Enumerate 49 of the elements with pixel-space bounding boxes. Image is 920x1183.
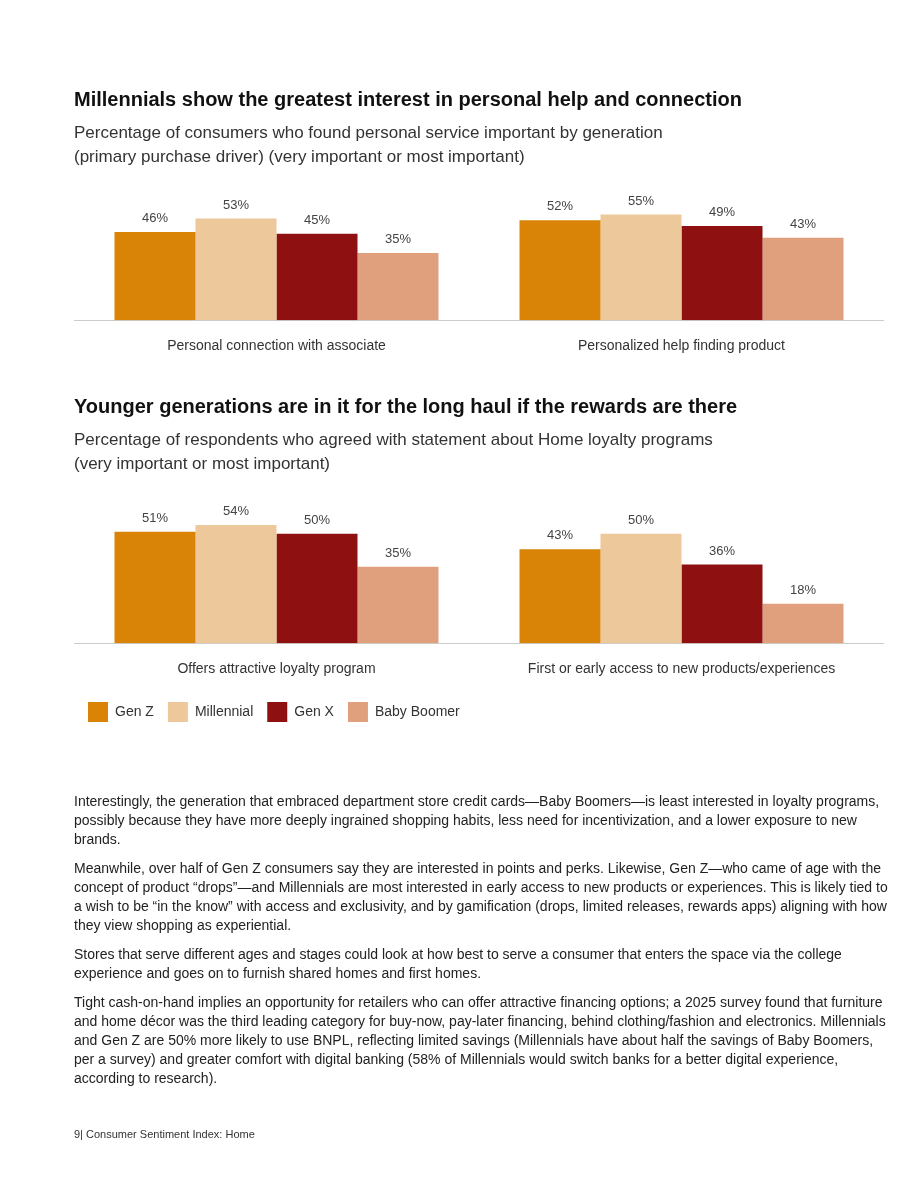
- data-label: 52%: [546, 198, 574, 214]
- data-label: 18%: [789, 581, 817, 597]
- bar: [600, 533, 682, 644]
- text: Meanwhile, over half of Gen Z consumers say they are interested in points and perks. Likewise, Gen Z—who came of age with the concept of product “drops”—and Millennials are most interested in early access to new products or experiences. This is likely tied to a wish to be “in the know” with access and exclusivity, and by gamification (drops, limited releases, rewards apps) aligning with how they view shopping as experiential.: [74, 859, 889, 935]
- legend-label: Gen X: [294, 702, 335, 719]
- data-label: 46%: [141, 209, 169, 225]
- x-tick-label: Personalized help finding product: [577, 337, 786, 354]
- data-label: 36%: [708, 542, 736, 558]
- x-tick-label: First or early access to new products/experiences: [527, 660, 836, 677]
- bar: [357, 253, 439, 321]
- x-tick-label: Personal connection with associate: [167, 337, 387, 354]
- legend-label: Baby Boomer: [374, 702, 461, 719]
- data-label: 43%: [789, 215, 817, 231]
- bar: [195, 525, 277, 644]
- bar: [276, 233, 358, 321]
- x-tick-label: Offers attractive loyalty program: [177, 660, 376, 677]
- bar: [114, 231, 196, 321]
- bar: [762, 603, 844, 644]
- bar: [600, 214, 682, 321]
- chart-subtitle: Percentage of respondents who agreed with statement about Home loyalty programs (very important or most important): [74, 429, 714, 475]
- data-label: 50%: [627, 511, 655, 527]
- bar: [519, 549, 601, 644]
- bar: [195, 218, 277, 321]
- text: Tight cash-on-hand implies an opportunity for retailers who can offer attractive financing options; a 2025 survey found that furniture and home décor was the third leading category for buy-now, pay-later financing, behind clothing/fashion and electronics. Millennials and Gen Z are 50% more likely to use BNPL, reflecting limited savings (Millennials have about half the savings of Baby Boomers, per a survey) and greater comfort with digital banking (58% of Millennials would switch banks for a better digital experience, according to research).: [74, 993, 887, 1088]
- data-label: 35%: [384, 231, 412, 247]
- chart-subtitle: Percentage of consumers who found personal service important by generation (primary purchase driver) (very important or most important): [74, 122, 664, 168]
- bar: [519, 220, 601, 321]
- text: Stores that serve different ages and stages could look at how best to serve a consumer that enters the space via the college experience and goes on to furnish shared homes and first homes.: [74, 945, 843, 983]
- data-label: 45%: [303, 211, 331, 227]
- data-label: 53%: [222, 196, 250, 212]
- bar: [762, 237, 844, 321]
- legend-label: Millennial: [194, 702, 254, 719]
- data-label: 43%: [546, 527, 574, 543]
- data-label: 49%: [708, 204, 736, 220]
- data-label: 55%: [627, 192, 655, 208]
- text: 9| Consumer Sentiment Index: Home: [74, 1128, 256, 1140]
- data-label: 51%: [141, 509, 169, 525]
- bar: [276, 533, 358, 644]
- bar: [114, 531, 196, 644]
- bar: [681, 226, 763, 321]
- data-label: 50%: [303, 511, 331, 527]
- bar: [681, 564, 763, 644]
- chart-title: Millennials show the greatest interest in personal help and connection: [74, 88, 743, 111]
- data-label: 35%: [384, 544, 412, 560]
- text: Interestingly, the generation that embraced department store credit cards—Baby Boomers—is least interested in loyalty programs, possibly because they have more deeply ingrained shopping habits, less need for incentivization, and a lower exposure to new brands.: [74, 792, 881, 849]
- legend-label: Gen Z: [115, 702, 155, 719]
- data-label: 54%: [222, 503, 250, 519]
- bar: [357, 566, 439, 644]
- chart-title: Younger generations are in it for the long haul if the rewards are there: [74, 395, 739, 418]
